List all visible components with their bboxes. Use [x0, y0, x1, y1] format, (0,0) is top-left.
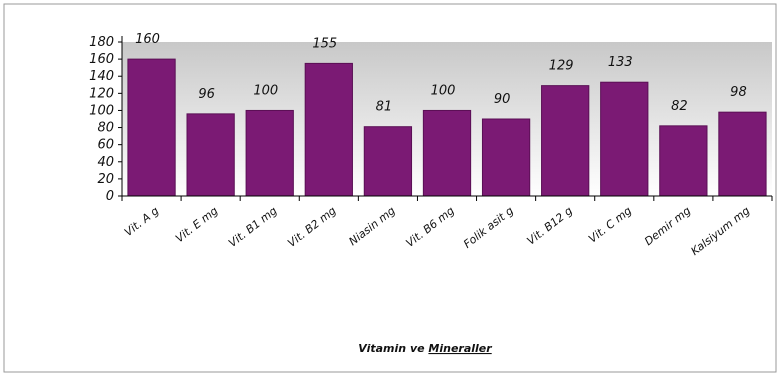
bar — [127, 58, 176, 197]
value-labels: 160 96 100 155 81 100 90 129 133 82 98 — [135, 32, 747, 115]
y-tick-label: 160 — [89, 52, 114, 67]
bar-value-label: 155 — [312, 36, 337, 51]
bar-value-label: 96 — [198, 87, 215, 102]
bar — [304, 62, 353, 197]
bar-value-label: 90 — [494, 92, 511, 107]
bar — [541, 85, 590, 197]
bar — [422, 109, 472, 197]
y-tick-label: 20 — [97, 172, 114, 187]
bar — [245, 109, 294, 197]
bar — [186, 113, 235, 197]
x-axis — [121, 195, 773, 201]
bar-value-label: 98 — [730, 85, 747, 100]
bar-value-label: 100 — [253, 83, 278, 98]
bar — [718, 111, 767, 197]
bar-value-label: 100 — [431, 83, 456, 98]
y-tick-label: 180 — [89, 35, 114, 50]
bar-value-label: 160 — [135, 32, 160, 47]
x-axis-title: Vitamin ve Mineraller — [358, 342, 492, 355]
y-tick-label: 80 — [97, 121, 114, 136]
y-tick-label: 100 — [89, 103, 114, 118]
y-tick-label: 60 — [97, 138, 114, 153]
bar — [363, 126, 413, 197]
bar-value-label: 129 — [549, 59, 574, 74]
bar-value-label: 133 — [608, 55, 633, 70]
y-tick-label: 40 — [97, 155, 114, 170]
y-axis: 0 20 40 60 80 100 120 140 160 180 — [89, 35, 123, 204]
y-tick-label: 0 — [106, 189, 114, 204]
y-tick-label: 120 — [89, 86, 114, 101]
bar-value-label: 81 — [376, 100, 393, 115]
bar — [600, 81, 649, 197]
x-axis-title-group: Vitamin ve Mineraller — [358, 342, 492, 355]
bar — [481, 118, 531, 197]
bar-value-label: 82 — [671, 99, 688, 114]
y-tick-label: 140 — [89, 69, 114, 84]
bars — [127, 58, 767, 197]
bar — [659, 125, 708, 197]
